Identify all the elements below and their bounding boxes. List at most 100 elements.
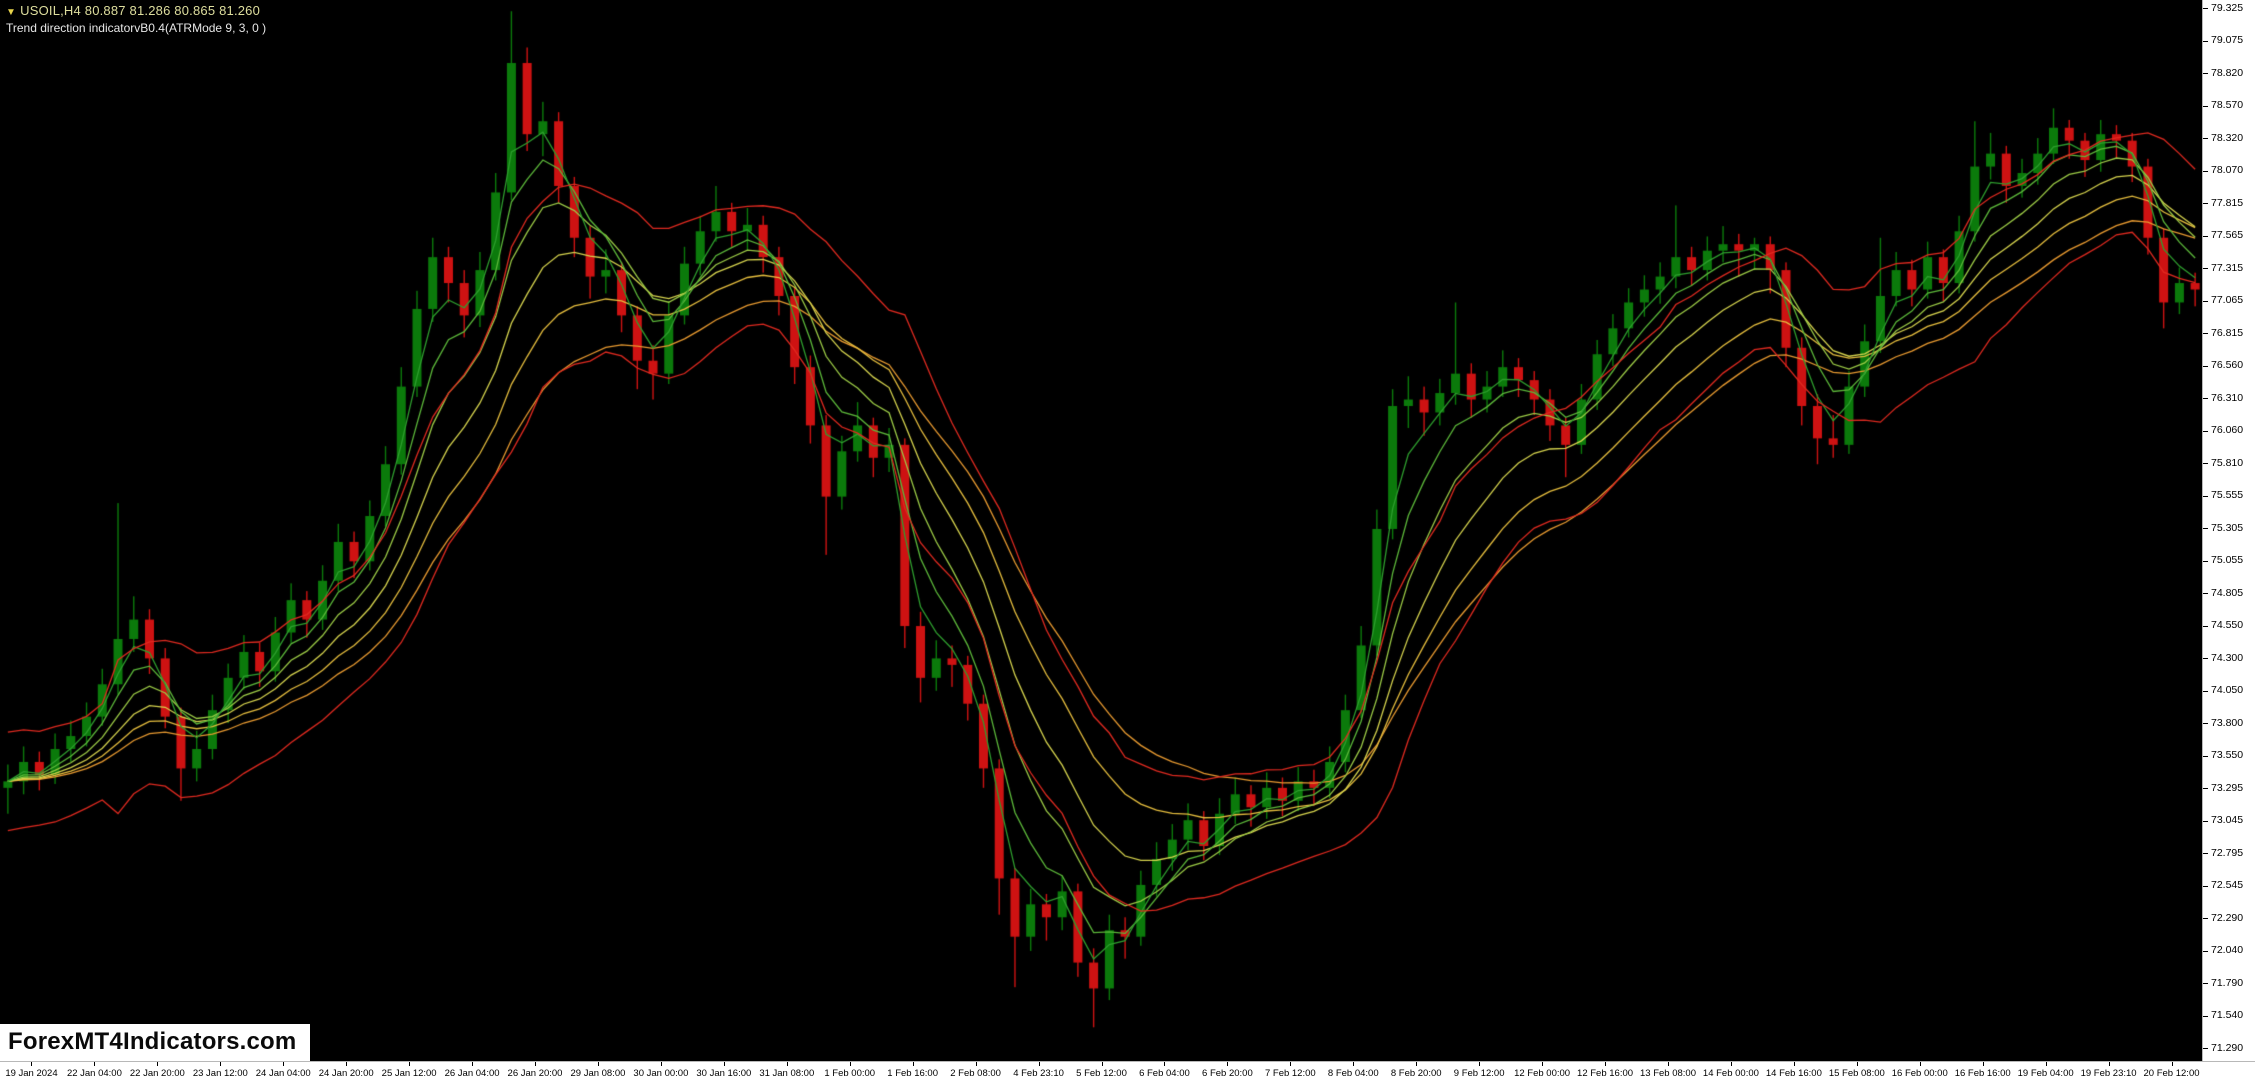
time-axis-tick (912, 1062, 914, 1066)
price-axis-tick (2203, 430, 2208, 432)
time-axis-tick (597, 1062, 599, 1066)
price-axis-tick (2203, 73, 2208, 74)
time-axis-tick (94, 1062, 96, 1066)
price-axis-label: 75.305 (2211, 521, 2244, 534)
price-axis-tick (2203, 560, 2208, 562)
price-axis-tick (2203, 40, 2208, 42)
price-axis-tick (2203, 203, 2208, 204)
time-axis-label: 16 Feb 16:00 (1954, 1068, 2011, 1079)
time-axis-label: 24 Jan 20:00 (318, 1068, 374, 1079)
price-axis-tick (2203, 658, 2208, 659)
price-axis-tick (2203, 138, 2208, 139)
price-axis-tick (2203, 723, 2208, 724)
time-axis-tick (723, 1062, 725, 1066)
time-axis-label: 1 Feb 00:00 (824, 1068, 876, 1079)
price-axis-label: 76.310 (2211, 391, 2244, 404)
time-axis-tick (1290, 1062, 1292, 1066)
price-axis-label: 73.295 (2211, 781, 2244, 794)
time-axis-label: 26 Jan 04:00 (444, 1068, 500, 1079)
time-axis-tick (1038, 1062, 1040, 1066)
price-axis-tick (2203, 950, 2208, 952)
price-axis-tick (2203, 495, 2208, 497)
time-axis-label: 23 Jan 12:00 (192, 1068, 248, 1079)
time-axis-tick (1353, 1062, 1355, 1066)
time-axis-tick (409, 1062, 411, 1066)
price-axis-tick (2203, 983, 2208, 984)
time-axis-tick (2045, 1062, 2047, 1066)
time-axis-label: 16 Feb 00:00 (1891, 1068, 1948, 1079)
time-axis-label: 2 Feb 08:00 (950, 1068, 1001, 1079)
time-axis-label: 14 Feb 16:00 (1765, 1068, 1822, 1079)
time-axis-tick (31, 1062, 33, 1066)
time-axis-label: 4 Feb 23:10 (1013, 1068, 1064, 1079)
price-axis-label: 71.790 (2211, 976, 2244, 989)
time-axis-tick (2171, 1062, 2173, 1066)
time-axis-tick (1982, 1062, 1984, 1066)
time-axis-label: 31 Jan 08:00 (759, 1068, 815, 1079)
price-axis-label: 77.065 (2211, 294, 2244, 306)
watermark: ForexMT4Indicators.com (0, 1024, 311, 1062)
price-axis-tick (2203, 8, 2208, 9)
time-axis-label: 15 Feb 08:00 (1828, 1068, 1885, 1079)
time-axis-label: 12 Feb 00:00 (1514, 1068, 1571, 1079)
price-axis[interactable]: 79.325 79.075 78.820 78.570 78.320 78.070 77.8… (2202, 0, 2255, 1062)
price-axis-label: 76.815 (2211, 326, 2244, 339)
price-axis-label: 77.315 (2211, 261, 2244, 274)
price-axis-tick (2203, 235, 2208, 237)
chart-canvas[interactable] (0, 0, 2203, 1062)
time-axis-label: 9 Feb 12:00 (1453, 1068, 1505, 1079)
time-axis-tick (346, 1062, 348, 1066)
price-axis-label: 74.550 (2211, 619, 2244, 631)
price-axis-tick (2203, 853, 2208, 854)
time-axis-tick (535, 1062, 536, 1066)
price-axis-tick (2203, 820, 2208, 822)
price-axis-label: 79.325 (2211, 1, 2244, 14)
price-axis-label: 74.300 (2211, 651, 2244, 664)
time-axis-tick (1667, 1062, 1669, 1066)
price-axis-label: 78.320 (2211, 131, 2244, 144)
time-axis-label: 25 Jan 12:00 (381, 1068, 437, 1079)
time-axis-label: 22 Jan 20:00 (129, 1068, 185, 1079)
time-axis-label: 8 Feb 20:00 (1390, 1068, 1442, 1079)
price-axis-tick (2203, 885, 2208, 887)
price-axis-label: 77.565 (2211, 229, 2244, 241)
price-axis-label: 78.820 (2211, 66, 2244, 79)
time-axis[interactable]: 19 Jan 2024 22 Jan 04:00 22 Jan 20:00 23 Ja… (0, 1061, 2255, 1084)
time-axis-label: 1 Feb 16:00 (887, 1068, 939, 1079)
time-axis-label: 26 Jan 20:00 (507, 1068, 563, 1079)
time-axis-label: 29 Jan 08:00 (570, 1068, 626, 1079)
time-axis-label: 8 Feb 04:00 (1327, 1068, 1379, 1079)
price-axis-label: 78.070 (2211, 164, 2244, 176)
time-axis-tick (849, 1062, 851, 1066)
time-axis-label: 6 Feb 20:00 (1202, 1068, 1253, 1079)
time-axis-tick (660, 1062, 662, 1066)
price-axis-tick (2203, 788, 2208, 789)
time-axis-label: 30 Jan 00:00 (633, 1068, 689, 1079)
time-axis-tick (1416, 1062, 1418, 1066)
time-axis-label: 30 Jan 16:00 (696, 1068, 752, 1079)
price-axis-label: 73.045 (2211, 814, 2244, 826)
price-axis-tick (2203, 1015, 2208, 1017)
time-axis-label: 7 Feb 12:00 (1264, 1068, 1316, 1079)
time-axis-tick (1227, 1062, 1229, 1066)
time-axis-label: 24 Jan 04:00 (255, 1068, 311, 1079)
time-axis-tick (1542, 1062, 1544, 1066)
time-axis-label: 5 Feb 12:00 (1076, 1068, 1127, 1079)
time-axis-tick (283, 1062, 285, 1066)
price-axis-label: 73.800 (2211, 716, 2244, 729)
price-axis-tick (2203, 333, 2208, 334)
time-axis-label: 20 Feb 12:00 (2143, 1068, 2200, 1079)
price-axis-label: 75.810 (2211, 456, 2244, 469)
price-axis-tick (2203, 365, 2208, 367)
time-axis-tick (472, 1062, 474, 1066)
time-axis-tick (975, 1062, 977, 1066)
price-axis-tick (2203, 593, 2208, 594)
price-axis-label: 79.075 (2211, 34, 2244, 46)
time-axis-tick (786, 1062, 788, 1066)
time-axis-tick (1919, 1062, 1921, 1066)
time-axis-tick (1164, 1062, 1166, 1066)
price-axis-tick (2203, 170, 2208, 172)
price-axis-tick (2203, 528, 2208, 529)
price-axis-label: 77.815 (2211, 196, 2244, 209)
